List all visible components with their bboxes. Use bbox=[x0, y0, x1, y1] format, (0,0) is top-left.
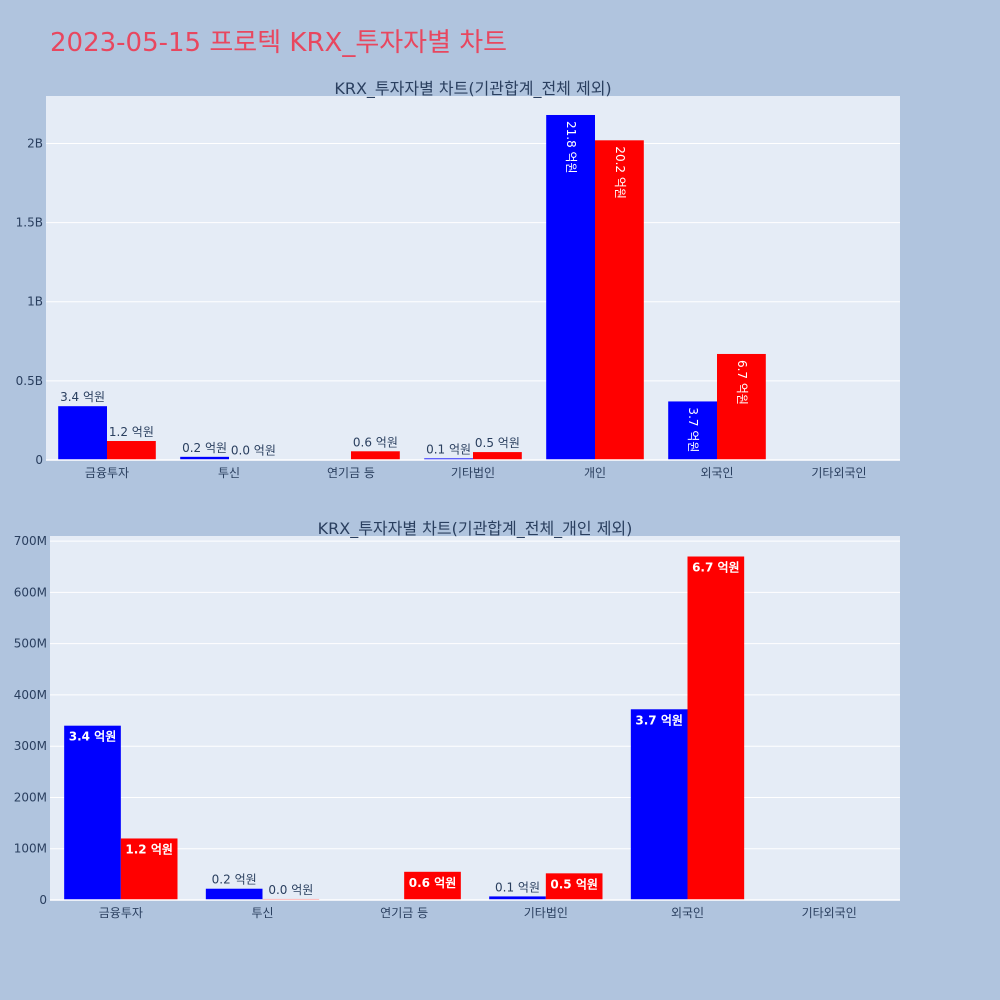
data-label: 3.7 억원 bbox=[635, 713, 683, 727]
chart-top: KRX_투자자별 차트(기관합계_전체 제외) 0 0.5B 1B 1.5B 2B 금융투자… bbox=[16, 79, 900, 480]
x-tick-label: 기타외국인 bbox=[802, 906, 857, 920]
chart-bottom: KRX_투자자별 차트(기관합계_전체_개인 제외) 0 100M 200M 300M 4… bbox=[14, 519, 900, 920]
bar bbox=[545, 873, 603, 900]
y-tick-label: 500M bbox=[14, 637, 47, 651]
data-label: 0.1 억원 bbox=[426, 442, 471, 456]
x-tick-label: 투신 bbox=[251, 906, 273, 920]
bar bbox=[489, 896, 546, 900]
data-label: 0.1 억원 bbox=[495, 880, 540, 894]
bar bbox=[687, 556, 745, 900]
bar bbox=[205, 888, 263, 900]
data-label: 6.7 억원 bbox=[692, 561, 740, 575]
bar bbox=[595, 140, 644, 460]
bar bbox=[180, 456, 229, 460]
x-tick-label: 금융투자 bbox=[99, 906, 143, 920]
x-tick-label: 개인 bbox=[584, 466, 606, 480]
data-label: 3.4 억원 bbox=[60, 390, 105, 404]
data-label: 0.2 억원 bbox=[212, 873, 257, 887]
bar bbox=[424, 458, 473, 460]
data-label: 0.0 억원 bbox=[231, 444, 276, 458]
y-tick-label: 300M bbox=[14, 739, 47, 753]
data-label: 0.2 억원 bbox=[182, 441, 227, 455]
data-label: 0.5 억원 bbox=[550, 877, 598, 891]
bar bbox=[351, 451, 400, 460]
y-tick-label: 200M bbox=[14, 790, 47, 804]
bar bbox=[107, 441, 156, 460]
x-tick-label: 연기금 등 bbox=[327, 466, 375, 480]
data-label: 0.5 억원 bbox=[475, 436, 520, 450]
x-tick-label: 금융투자 bbox=[85, 466, 129, 480]
x-tick-label: 기타법인 bbox=[451, 466, 495, 480]
data-label: 20.2 억원 bbox=[613, 146, 627, 199]
data-label: 3.4 억원 bbox=[69, 730, 117, 744]
data-label: 1.2 억원 bbox=[125, 842, 173, 856]
plot-area bbox=[50, 536, 900, 900]
y-tick-label: 0 bbox=[35, 453, 43, 467]
data-label: 3.7 억원 bbox=[686, 407, 700, 452]
data-label: 0.6 억원 bbox=[409, 876, 457, 890]
x-tick-label: 외국인 bbox=[671, 906, 704, 920]
bar bbox=[630, 709, 688, 900]
data-label: 0.6 억원 bbox=[353, 435, 398, 449]
data-label: 0.0 억원 bbox=[268, 883, 313, 897]
data-label: 1.2 억원 bbox=[109, 425, 154, 439]
page-title: 2023-05-15 프로텍 KRX_투자자별 차트 bbox=[50, 28, 508, 58]
data-label: 6.7 억원 bbox=[735, 360, 749, 405]
bar bbox=[64, 725, 121, 900]
x-tick-label: 연기금 등 bbox=[380, 906, 428, 920]
y-tick-label: 1.5B bbox=[16, 216, 43, 230]
plot-area bbox=[46, 96, 900, 460]
x-tick-label: 외국인 bbox=[700, 466, 733, 480]
bar bbox=[58, 406, 107, 460]
y-tick-label: 0 bbox=[39, 893, 47, 907]
y-tick-label: 100M bbox=[14, 842, 47, 856]
x-tick-label: 투신 bbox=[218, 466, 240, 480]
y-tick-label: 600M bbox=[14, 585, 47, 599]
bar bbox=[717, 353, 766, 460]
bar bbox=[120, 838, 178, 900]
y-tick-label: 0.5B bbox=[16, 374, 43, 388]
y-tick-label: 2B bbox=[27, 136, 43, 150]
bar bbox=[404, 871, 461, 900]
y-tick-label: 400M bbox=[14, 688, 47, 702]
bar bbox=[473, 452, 522, 460]
y-tick-label: 1B bbox=[27, 295, 43, 309]
chart-title: KRX_투자자별 차트(기관합계_전체_개인 제외) bbox=[318, 519, 633, 539]
y-tick-label: 700M bbox=[14, 534, 47, 548]
data-label: 21.8 억원 bbox=[564, 121, 578, 174]
chart-title: KRX_투자자별 차트(기관합계_전체 제외) bbox=[334, 79, 611, 99]
x-tick-label: 기타법인 bbox=[524, 906, 568, 920]
x-tick-label: 기타외국인 bbox=[811, 466, 866, 480]
bar bbox=[668, 401, 717, 460]
bar bbox=[546, 114, 595, 460]
